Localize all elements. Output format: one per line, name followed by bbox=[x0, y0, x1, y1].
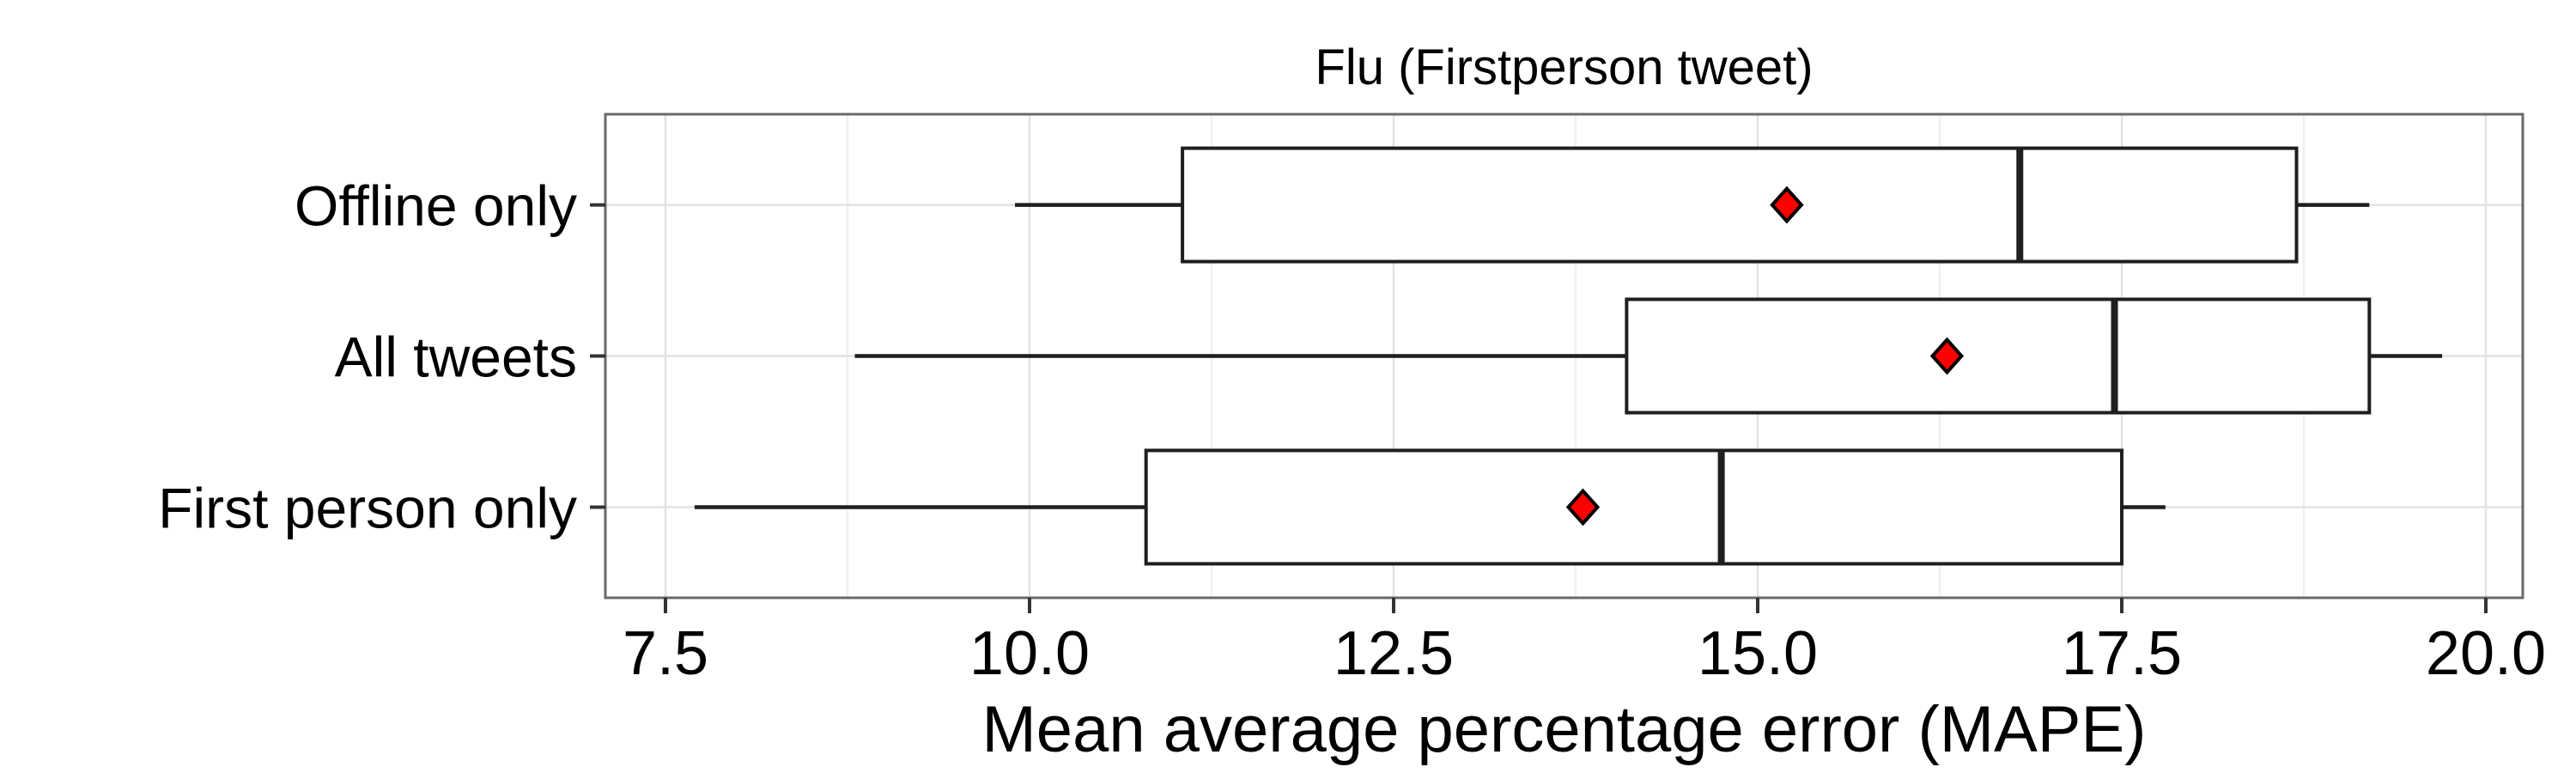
boxplot-row-all-tweets bbox=[854, 297, 2443, 415]
y-axis-category-label: Offline only bbox=[295, 174, 577, 238]
boxplot-row-offline-only bbox=[1015, 146, 2370, 264]
iqr-box-rect bbox=[1181, 146, 2299, 264]
mean-diamond bbox=[1565, 488, 1601, 526]
x-tick-label: 10.0 bbox=[969, 619, 1090, 688]
x-tick-label: 7.5 bbox=[623, 619, 708, 688]
x-tick-label: 15.0 bbox=[1698, 619, 1818, 688]
mean-diamond bbox=[1929, 337, 1965, 375]
iqr-box-rect bbox=[1625, 297, 2372, 415]
chart-title: Flu (Firstperson tweet) bbox=[1315, 40, 1813, 95]
y-axis-category-label: First person only bbox=[158, 476, 577, 539]
iqr-box-rect bbox=[1144, 448, 2123, 566]
mean-diamond bbox=[1770, 186, 1804, 224]
x-axis-title: Mean average percentage error (MAPE) bbox=[982, 693, 2147, 766]
x-tick-label: 20.0 bbox=[2426, 619, 2546, 688]
x-tick-label: 17.5 bbox=[2062, 619, 2182, 688]
y-axis-category-label: All tweets bbox=[335, 326, 577, 389]
x-tick-label: 12.5 bbox=[1334, 619, 1454, 688]
boxplot-row-first-person-only bbox=[694, 448, 2166, 566]
